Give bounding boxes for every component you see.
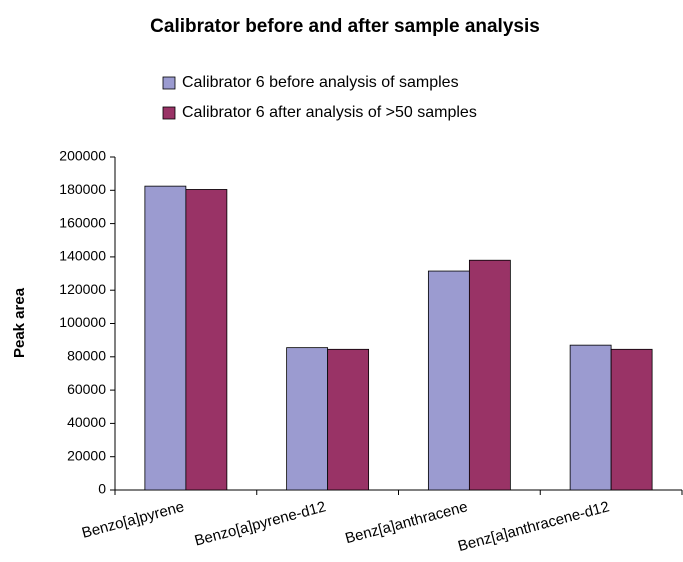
- bar: [468, 259, 511, 491]
- chart-title: Calibrator before and after sample analy…: [150, 16, 540, 37]
- bar: [144, 185, 187, 491]
- x-tick-label: Benz[a]anthracene-d12: [456, 498, 611, 555]
- y-tick-label: 160000: [59, 214, 106, 230]
- bar: [610, 348, 653, 491]
- legend-swatch: [162, 76, 176, 90]
- bar: [286, 347, 329, 491]
- y-axis-label: Peak area: [11, 287, 28, 358]
- y-tick-label: 180000: [59, 181, 106, 197]
- legend-swatch: [162, 106, 176, 120]
- y-tick-label: 40000: [67, 414, 106, 430]
- y-tick-label: 100000: [59, 314, 106, 330]
- legend-label: Calibrator 6 before analysis of samples: [182, 74, 459, 91]
- x-tick-label: Benzo[a]pyrene-d12: [193, 498, 328, 549]
- y-tick-label: 80000: [67, 348, 106, 364]
- x-tick-label: Benz[a]anthracene: [343, 498, 469, 547]
- bar: [569, 344, 612, 491]
- bar: [427, 270, 470, 491]
- x-tick-label: Benzo[a]pyrene: [80, 498, 186, 542]
- y-tick-label: 60000: [67, 381, 106, 397]
- y-tick-label: 200000: [59, 148, 106, 164]
- bar: [185, 189, 228, 491]
- bar: [327, 348, 370, 491]
- legend-label: Calibrator 6 after analysis of >50 sampl…: [182, 104, 477, 121]
- y-tick-label: 0: [98, 481, 106, 497]
- y-tick-label: 20000: [67, 447, 106, 463]
- y-tick-label: 120000: [59, 281, 106, 297]
- y-tick-label: 140000: [59, 248, 106, 264]
